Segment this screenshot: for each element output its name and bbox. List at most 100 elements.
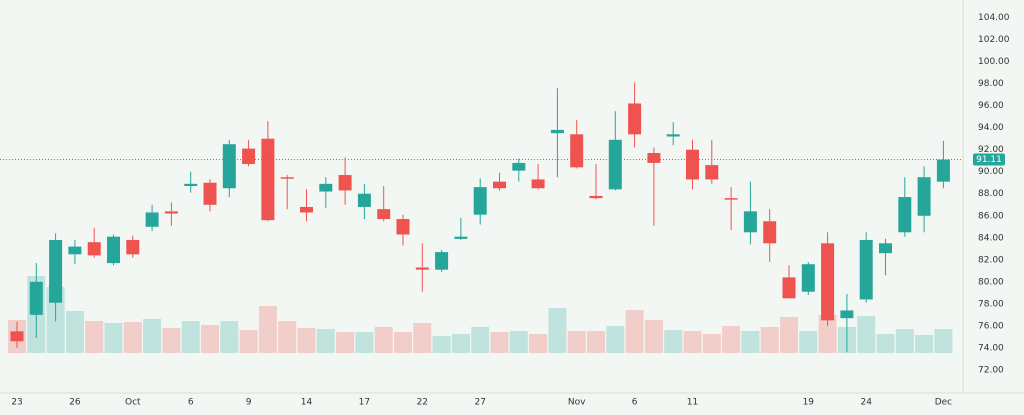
y-tick-label: 72.00 [978,365,1004,375]
candle-body [589,195,603,199]
candle-body [396,219,410,235]
y-tick-label: 92.00 [978,145,1004,155]
x-tick-label: Oct [125,398,141,408]
volume-bar [780,317,798,353]
volume-bar [683,331,702,353]
volume-bar [760,327,779,353]
y-tick-label: 104.00 [978,13,1010,23]
candle-body [49,239,63,303]
volume-bar [934,329,953,353]
candle-body [647,153,661,163]
y-tick-label: 74.00 [978,343,1004,353]
volume-bar [394,332,412,353]
candle-body [454,236,468,239]
volume-bar [509,331,528,353]
candle-body [724,198,738,200]
candle-body [801,264,815,292]
volume-bar [85,321,104,353]
x-tick-label: 11 [687,398,698,408]
x-tick-label: 17 [359,398,370,408]
candle-body [10,331,24,342]
candle-body [550,129,564,134]
x-tick-label: 22 [417,398,428,408]
candle-body [531,179,545,189]
x-tick-label: 6 [632,398,638,408]
volume-bar [606,326,625,353]
last-price-label: 91.11 [976,155,1002,165]
last-price-box [973,153,1005,166]
volume-bar [857,316,876,353]
x-tick-label: 26 [69,398,81,408]
volume-bar [895,329,914,353]
candle-body [319,183,333,192]
candle-body [666,134,680,137]
volume-bar [799,331,818,353]
y-tick-label: 82.00 [978,255,1004,265]
volume-bar [702,334,721,353]
volume-bar [915,335,934,353]
candle-body [164,211,178,214]
volume-bar [567,331,586,353]
volume-bar [297,328,316,353]
y-tick-label: 98.00 [978,79,1004,89]
volume-bar [664,330,683,353]
candle-body [898,197,912,233]
y-tick-label: 84.00 [978,233,1004,243]
y-tick-label: 86.00 [978,211,1004,221]
volume-bar [278,321,297,353]
y-tick-label: 94.00 [978,123,1004,133]
x-tick-label: Nov [568,398,586,408]
volume-bar [451,334,470,353]
candle-body [743,211,757,233]
x-tick-label: 6 [188,398,194,408]
candle-body [512,162,526,171]
y-tick-label: 102.00 [978,35,1010,45]
x-tick-label: 23 [11,398,22,408]
candle-body [879,243,892,254]
volume-bar [258,306,277,353]
y-tick-label: 100.00 [978,57,1010,67]
candle-body [222,144,236,189]
candle-body [300,206,313,213]
candle-body [126,239,140,255]
volume-bar [316,329,335,353]
candle-body [782,277,796,299]
candle-body [859,239,873,300]
candle-body [203,182,217,205]
volume-bar [162,328,181,353]
volume-bar [123,322,142,353]
volume-bar [722,326,741,353]
volume-bar [432,336,451,353]
volume-bar [413,323,432,353]
volume-bar [181,321,200,353]
x-tick-label: Dec [935,398,952,408]
volume-bar [65,311,84,353]
y-tick-label: 90.00 [978,167,1004,177]
volume-bar [741,331,760,353]
candle-body [435,252,449,270]
candle-body [338,175,352,191]
candle-body [917,177,931,216]
candle-body [242,148,256,165]
candle-body [705,165,719,180]
y-tick-label: 76.00 [978,321,1004,331]
volume-bar [336,332,355,353]
x-tick-label: 19 [803,398,815,408]
candle-body [570,134,584,168]
candle-body [493,181,506,189]
candle-body [821,243,835,321]
y-tick-label: 96.00 [978,101,1004,111]
volume-bar [239,330,258,353]
y-tick-label: 80.00 [978,277,1004,287]
y-tick-label: 88.00 [978,189,1004,199]
volume-bar [625,310,644,353]
x-tick-label: 14 [301,398,313,408]
volume-bar [818,315,837,353]
candle-body [107,236,120,264]
y-tick-label: 78.00 [978,299,1004,309]
volume-bar [587,331,605,353]
volume-bar [104,323,123,353]
candle-body [936,159,950,182]
